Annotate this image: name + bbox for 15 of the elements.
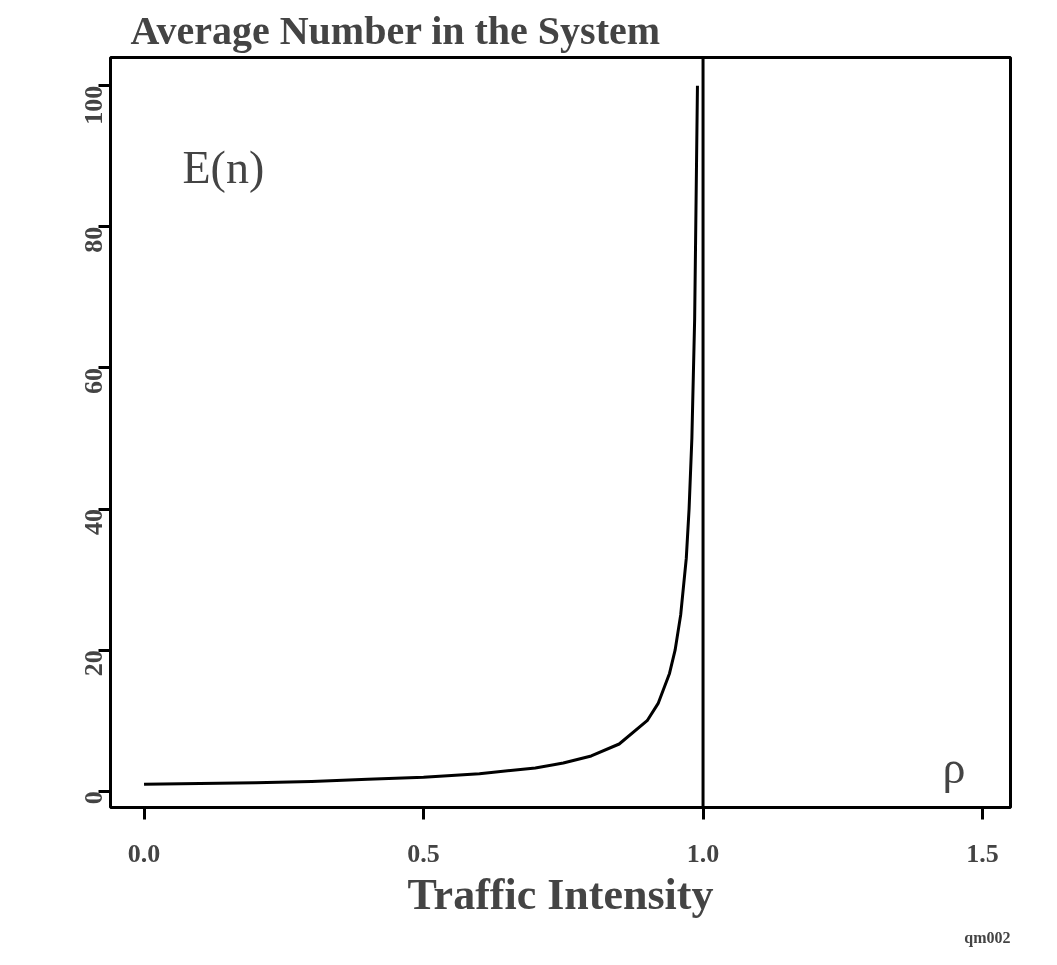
y-tick-label: 20 bbox=[79, 650, 108, 677]
text: qm002 bbox=[964, 928, 1011, 947]
chart-title: Average Number in the System bbox=[130, 7, 661, 53]
x-tick-label: 1.0 bbox=[686, 838, 720, 868]
x-axis-title: Traffic Intensity bbox=[407, 869, 714, 919]
y-tick-label: 40 bbox=[79, 509, 108, 536]
x-tick-label: 1.5 bbox=[966, 838, 999, 868]
y-tick-label: 100 bbox=[79, 85, 108, 125]
x-tick-label: 0.5 bbox=[407, 838, 440, 868]
annotation: ρ bbox=[942, 741, 966, 793]
annotation: E(n) bbox=[182, 141, 265, 193]
y-tick-label: 60 bbox=[79, 367, 108, 394]
y-tick-label: 80 bbox=[79, 226, 108, 253]
y-tick-label: 0 bbox=[79, 791, 108, 805]
x-tick-label: 0.0 bbox=[127, 838, 161, 868]
